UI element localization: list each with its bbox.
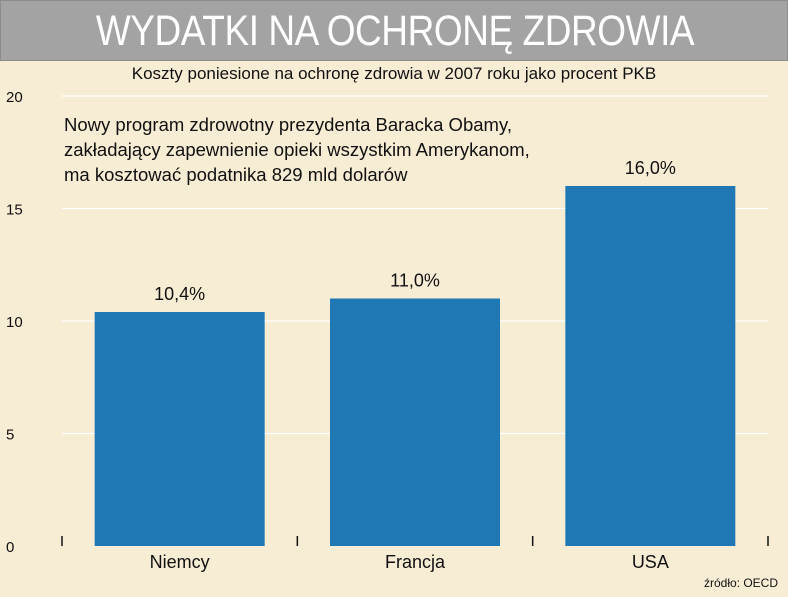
y-tick-label: 5 (6, 427, 14, 444)
y-tick-label: 10 (6, 314, 23, 331)
x-tick-label: Niemcy (150, 552, 210, 572)
data-label: 16,0% (625, 158, 676, 178)
source-note: źródło: OECD (703, 576, 778, 590)
y-tick-label: 0 (6, 539, 14, 556)
y-tick-label: 20 (6, 89, 23, 106)
x-tick-label: Francja (385, 552, 446, 572)
x-tick-label: USA (632, 552, 669, 572)
bar (94, 312, 265, 546)
bar (565, 186, 736, 546)
chart-subtitle: Koszty poniesione na ochronę zdrowia w 2… (131, 64, 657, 83)
chart-title: WYDATKI NA OCHRONĘ ZDROWIA (95, 7, 695, 55)
data-label: 10,4% (154, 284, 205, 304)
annotation: Nowy program zdrowotny prezydenta Barack… (64, 112, 530, 187)
annotation-line-1: Nowy program zdrowotny prezydenta Barack… (64, 114, 512, 135)
title-bar: WYDATKI NA OCHRONĘ ZDROWIA (0, 0, 788, 61)
data-label: 11,0% (390, 271, 440, 291)
annotation-line-2: zakładający zapewnienie opieki wszystkim… (64, 139, 530, 160)
y-tick-label: 15 (6, 202, 23, 219)
annotation-line-3: ma kosztować podatnika 829 mld dolarów (64, 164, 408, 185)
bar (330, 298, 500, 546)
